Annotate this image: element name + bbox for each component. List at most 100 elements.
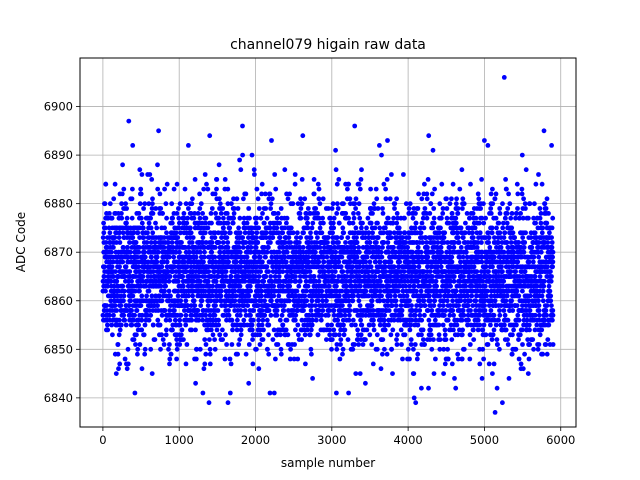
data-point (281, 303, 287, 308)
data-point (175, 278, 181, 284)
data-point (164, 327, 169, 333)
data-point (232, 298, 238, 304)
data-point (259, 308, 265, 313)
data-point (232, 288, 237, 294)
data-point (117, 240, 123, 245)
data-point (426, 385, 431, 391)
data-point (309, 322, 315, 328)
data-point (353, 206, 358, 211)
data-point (281, 308, 287, 313)
data-point (135, 346, 141, 352)
data-point (278, 346, 284, 352)
data-point (148, 225, 154, 231)
data-point (459, 317, 465, 323)
data-point (224, 211, 230, 216)
data-point (142, 249, 147, 255)
data-point (329, 346, 334, 352)
data-point (121, 312, 127, 318)
data-point (224, 235, 230, 241)
data-point (178, 312, 184, 318)
data-point (347, 312, 352, 318)
data-point (313, 249, 318, 255)
data-point (276, 274, 282, 279)
data-point (308, 346, 314, 352)
data-point (390, 371, 395, 376)
data-point (358, 283, 363, 289)
data-point (133, 240, 139, 245)
data-point (288, 240, 293, 245)
data-point (143, 283, 149, 289)
data-point (206, 264, 211, 270)
data-point (277, 235, 283, 241)
data-point (200, 317, 206, 323)
data-point (480, 278, 486, 284)
data-point (341, 322, 346, 328)
data-point (129, 196, 135, 202)
data-point (373, 259, 378, 265)
data-point (245, 303, 251, 308)
data-point (421, 298, 427, 304)
data-point (155, 303, 160, 308)
data-point (480, 327, 486, 333)
data-point (167, 274, 173, 279)
data-point (427, 283, 432, 289)
data-point (197, 215, 203, 221)
data-point (209, 220, 214, 226)
data-point (280, 269, 286, 274)
data-point (270, 337, 276, 342)
data-point (173, 230, 179, 236)
data-point (172, 308, 177, 313)
data-point (442, 312, 447, 318)
data-point (212, 254, 218, 260)
data-point (389, 303, 395, 308)
data-point (129, 278, 135, 284)
data-point (223, 274, 229, 279)
data-point (302, 332, 308, 338)
data-point (315, 211, 320, 216)
data-point (249, 327, 255, 333)
data-point (264, 264, 270, 270)
data-point (121, 298, 126, 304)
data-point (347, 196, 353, 202)
data-point (148, 240, 154, 245)
data-point (249, 322, 255, 328)
data-point (159, 298, 165, 304)
data-point (290, 230, 296, 236)
data-point (195, 211, 201, 216)
data-point (335, 201, 340, 207)
data-point (461, 312, 467, 318)
data-point (437, 337, 443, 342)
data-point (207, 361, 213, 367)
data-point (372, 274, 378, 279)
data-point (380, 351, 385, 357)
data-point (202, 172, 208, 177)
data-point (297, 211, 303, 216)
data-point (139, 293, 145, 299)
data-point (383, 196, 389, 202)
data-point (477, 220, 482, 226)
data-point (186, 206, 191, 211)
data-point (332, 269, 338, 274)
data-point (308, 235, 314, 241)
data-point (248, 312, 253, 318)
data-point (413, 400, 419, 406)
data-point (213, 303, 218, 308)
data-point (201, 186, 207, 192)
data-point (220, 240, 226, 245)
data-point (277, 220, 282, 226)
data-point (234, 196, 240, 202)
data-point (411, 371, 417, 376)
data-point (246, 206, 252, 211)
data-point (124, 206, 129, 211)
data-point (269, 196, 275, 202)
data-point (444, 298, 450, 304)
data-point (467, 298, 473, 304)
data-point (164, 230, 169, 236)
data-point (339, 254, 345, 260)
data-point (222, 230, 228, 236)
data-point (451, 274, 457, 279)
data-point (202, 230, 208, 236)
data-point (280, 322, 286, 328)
data-point (103, 240, 109, 245)
data-point (458, 245, 464, 250)
